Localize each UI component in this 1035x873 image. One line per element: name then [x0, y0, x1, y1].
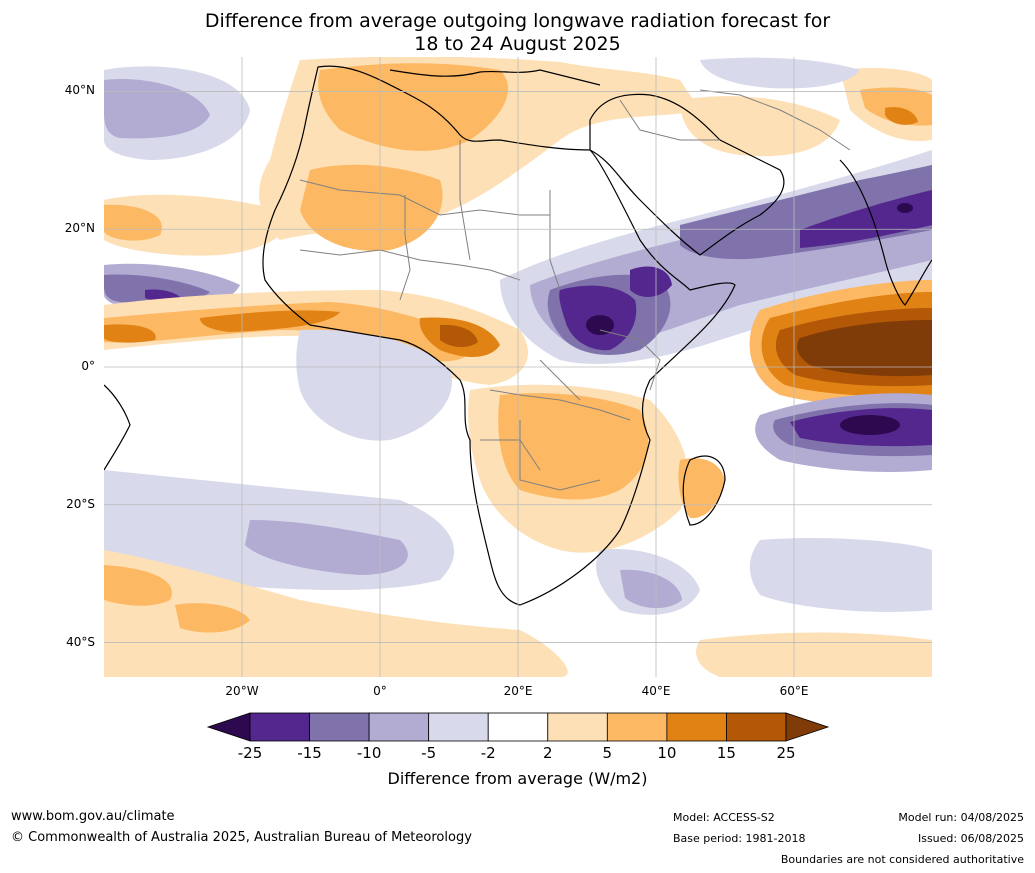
lat-label: 20°S — [66, 496, 95, 511]
region-io-neg-core — [840, 415, 900, 435]
title-line-2: 18 to 24 August 2025 — [414, 33, 621, 55]
region-madagascar-mid — [678, 458, 725, 519]
region-india-neg-strong — [800, 190, 932, 248]
website-link[interactable]: www.bom.gov.au/climate — [11, 809, 175, 824]
border-line — [459, 140, 471, 261]
colorbar-tick: -10 — [356, 744, 382, 762]
border-line — [399, 195, 411, 301]
colorbar-label: Difference from average (W/m2) — [387, 769, 648, 788]
region-southern-ocean-light — [104, 550, 568, 677]
colorbar-tick: 15 — [716, 744, 736, 762]
region-southern-africa-mid — [498, 393, 649, 500]
title-line-1: Difference from average outgoing longwav… — [204, 10, 831, 32]
base-period: Base period: 1981-2018 — [673, 832, 806, 845]
lat-label: 40°S — [66, 634, 95, 649]
india-coast — [839, 159, 932, 306]
region-gulf-guinea-mid — [104, 302, 473, 362]
region-se-positive-light — [696, 632, 932, 677]
region-south-atlantic-mid — [245, 520, 408, 575]
lat-label: 40°N — [64, 83, 95, 98]
colorbar-segment — [309, 712, 370, 742]
border-line — [299, 179, 550, 216]
region-southern-ocean-mid — [104, 565, 172, 606]
region-ethiopia-center — [586, 315, 614, 335]
colorbar-min-extension — [206, 712, 251, 742]
madagascar-coast — [682, 455, 726, 526]
border-line — [299, 249, 521, 281]
lon-label: 40°E — [641, 684, 671, 698]
region-india-core — [897, 203, 913, 213]
coastlines — [104, 65, 932, 606]
region-horn-core — [630, 266, 672, 297]
colorbar — [206, 712, 830, 742]
colorbar-tick: -15 — [297, 744, 322, 762]
region-north-africa-mid — [318, 63, 509, 151]
graticule — [104, 57, 932, 677]
region-middle-east-light — [680, 96, 840, 157]
border-line — [599, 329, 661, 391]
colorbar-segment — [547, 712, 608, 742]
colorbar-max-extension — [785, 712, 830, 742]
colorbar-tick: -5 — [421, 744, 437, 762]
colorbar-segment — [249, 712, 310, 742]
lon-label: 0° — [373, 684, 387, 698]
border-line — [699, 89, 851, 151]
region-central-asia-strong — [885, 107, 918, 125]
colorbar-segment — [428, 712, 489, 742]
region-caucasus-light — [700, 57, 860, 89]
lat-label: 20°N — [64, 221, 95, 236]
region-gulf-guinea-strong-w — [104, 324, 156, 343]
map-title: Difference from average outgoing longwav… — [0, 10, 1035, 56]
border-line — [480, 439, 541, 471]
africa-coast — [262, 65, 736, 606]
colorbar-tick: 5 — [602, 744, 613, 762]
region-atlantic-north-light — [104, 194, 287, 256]
lat-label: 0° — [81, 359, 95, 373]
region-itcz-neg-mid — [104, 274, 210, 304]
arabia-coast — [589, 93, 785, 256]
region-congo-very-strong — [440, 324, 478, 348]
border-line — [549, 190, 561, 291]
model-run-date: Model run: 04/08/2025 — [898, 811, 1024, 824]
colorbar-segment — [487, 712, 549, 742]
colorbar-segment — [606, 712, 668, 742]
country-borders — [299, 89, 851, 491]
lon-label: 20°W — [225, 684, 259, 698]
colorbar-tick: -25 — [237, 744, 263, 762]
lon-label: 60°E — [779, 684, 809, 698]
model-name: Model: ACCESS-S2 — [673, 811, 775, 824]
mediterranean-coast — [389, 69, 601, 86]
region-sw-indian-mid — [620, 569, 682, 609]
colorbar-segment — [666, 712, 727, 742]
border-line — [489, 389, 631, 421]
south-america-coast — [104, 384, 131, 471]
region-southern-ocean-mid-2 — [175, 603, 250, 633]
border-line — [619, 99, 720, 141]
region-io-positive-extreme — [797, 320, 932, 377]
lon-label: 20°E — [503, 684, 533, 698]
colorbar-tick: 10 — [657, 744, 677, 762]
region-south-atlantic-light — [296, 329, 452, 441]
region-south-indian-light — [749, 538, 932, 612]
colorbar-tick: 2 — [542, 744, 553, 762]
region-atlantic-north-mid — [104, 204, 162, 241]
colorbar-segment — [368, 712, 430, 742]
region-gulf-guinea-strong — [200, 310, 340, 332]
region-nw-atlantic-mid — [104, 79, 210, 139]
border-line — [519, 420, 601, 491]
colorbar-tick: -2 — [480, 744, 496, 762]
boundaries-disclaimer: Boundaries are not considered authoritat… — [780, 853, 1024, 866]
issued-date: Issued: 06/08/2025 — [917, 832, 1024, 845]
colorbar-tick: 25 — [776, 744, 796, 762]
copyright-text: © Commonwealth of Australia 2025, Austra… — [11, 830, 472, 845]
colorbar-segment — [726, 712, 787, 742]
